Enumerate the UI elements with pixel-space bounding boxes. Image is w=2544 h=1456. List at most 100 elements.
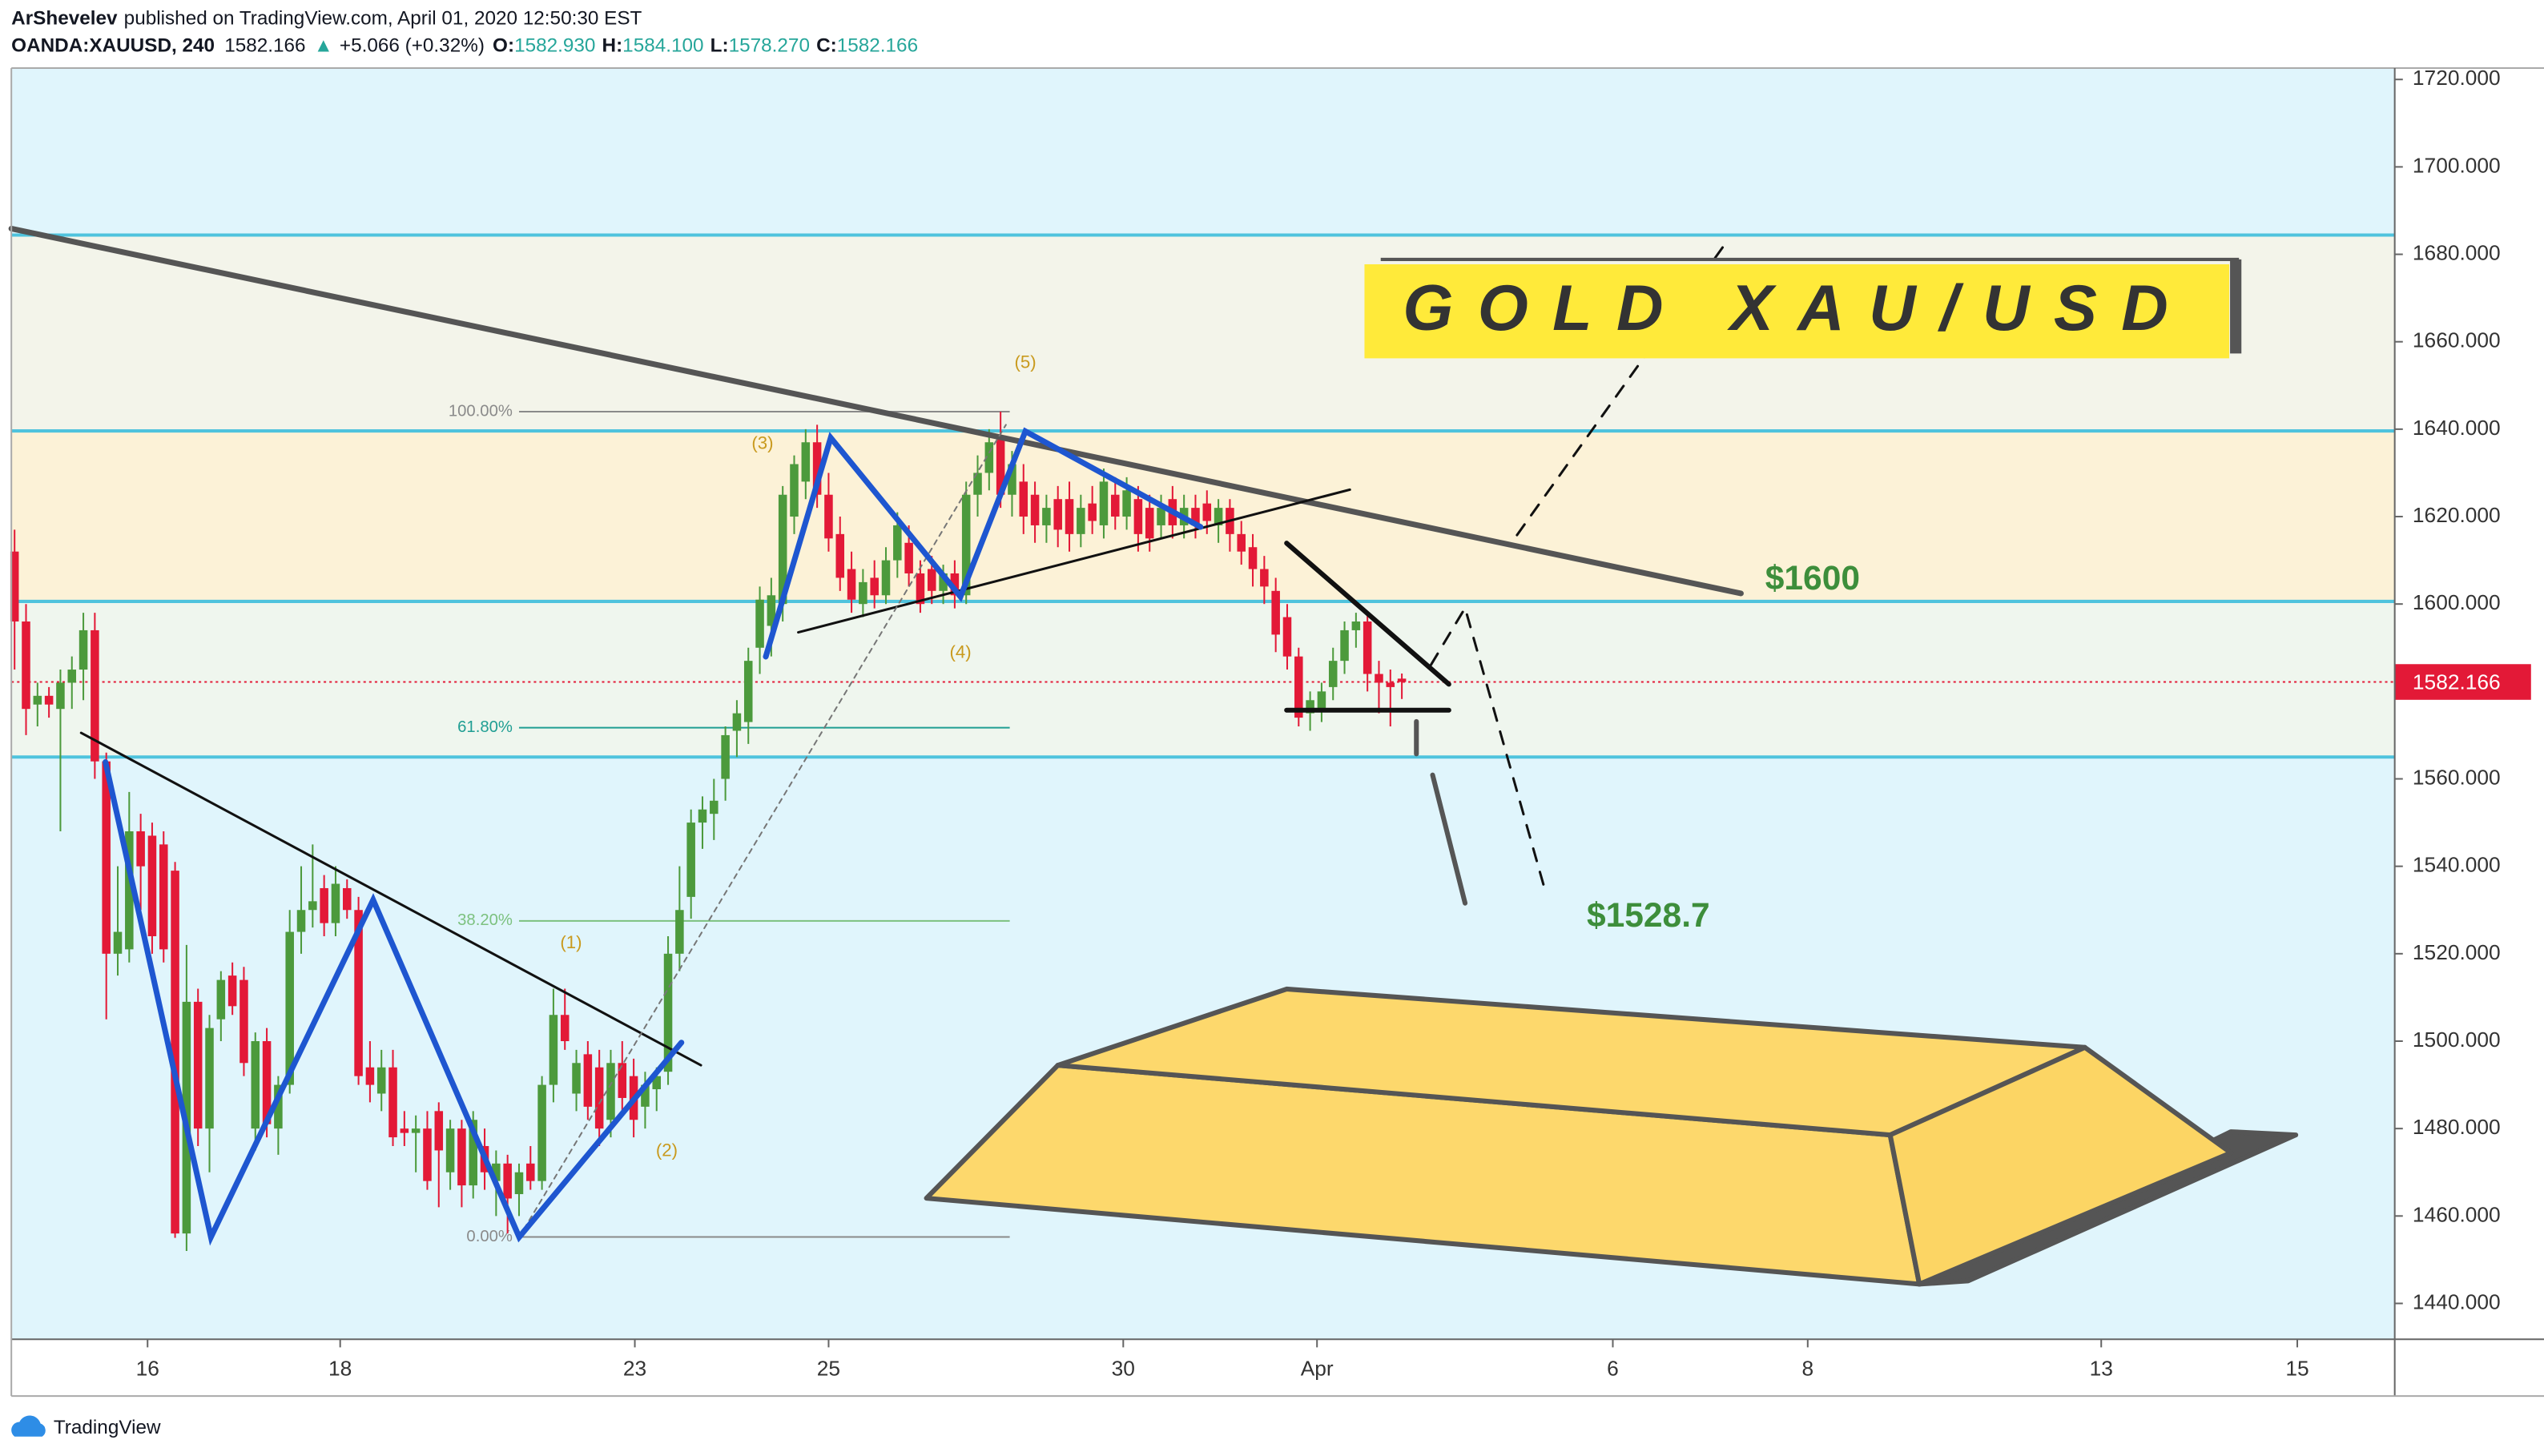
x-tick-label: 13	[2090, 1357, 2113, 1381]
candle-body	[1306, 700, 1314, 714]
footer-brand[interactable]: TradingView	[54, 1417, 161, 1438]
chart-title: GOLD XAU/USD	[1403, 272, 2192, 344]
candle-body	[1294, 656, 1303, 718]
published: published on TradingView.com, April 01, …	[124, 8, 642, 30]
x-tick-label: 18	[328, 1357, 352, 1381]
candle-body	[1317, 691, 1326, 710]
candle-body	[859, 581, 867, 605]
candle-body	[812, 442, 822, 495]
candle-body	[996, 437, 1005, 495]
candle-body	[1363, 621, 1372, 674]
change: +5.066 (+0.32%)	[340, 35, 485, 57]
ohlc-value: 1584.100	[622, 35, 703, 57]
candle-body	[1260, 569, 1269, 587]
candle-body	[376, 1067, 386, 1094]
candle-body	[400, 1128, 409, 1133]
candle-body	[950, 573, 960, 596]
y-tick-label: 1440.000	[2413, 1289, 2501, 1313]
candle-body	[904, 542, 913, 573]
candle-body	[1397, 678, 1407, 682]
candle-body	[102, 761, 111, 954]
wave-label: (5)	[1015, 352, 1037, 372]
candle-body	[193, 1001, 203, 1129]
candle-body	[583, 1054, 593, 1107]
candle-body	[354, 910, 363, 1076]
fib-label: 100.00%	[449, 402, 513, 420]
y-tick-label: 1640.000	[2413, 416, 2501, 440]
candle-body	[767, 595, 776, 626]
candle-body	[1191, 508, 1200, 525]
candle-body	[618, 1063, 627, 1098]
candle-body	[492, 1163, 501, 1181]
header-line: ArShevelev published on TradingView.com, …	[11, 8, 642, 30]
candle-body	[710, 800, 719, 814]
fib-label: 38.20%	[457, 911, 513, 929]
candle-body	[331, 883, 340, 923]
trend-line	[797, 488, 1351, 634]
candle-body	[1065, 499, 1074, 534]
candle-body	[434, 1111, 444, 1151]
drawings	[8, 225, 1744, 1246]
candle-body	[1053, 499, 1062, 530]
candle-body	[1282, 617, 1292, 657]
y-tick-label: 1560.000	[2413, 765, 2501, 789]
candle-body	[227, 975, 237, 1007]
candle-body	[113, 931, 123, 954]
x-tick-label: 23	[623, 1357, 646, 1381]
candle-body	[939, 573, 948, 591]
candle-body	[732, 713, 742, 731]
candle-body	[1019, 481, 1028, 517]
x-tick-label: Apr	[1301, 1357, 1334, 1381]
candle-body	[78, 629, 88, 670]
ohlc-label: L:	[710, 35, 729, 57]
ohlc-value: 1578.270	[729, 35, 810, 57]
candle-body	[445, 1128, 455, 1172]
candle-body	[1157, 508, 1165, 525]
candle-body	[721, 734, 730, 779]
candle-body	[1145, 508, 1154, 539]
candle-body	[847, 569, 856, 600]
candle-body	[285, 931, 294, 1085]
candle-body	[1077, 508, 1085, 534]
candle-body	[1214, 508, 1223, 525]
x-tick-label: 6	[1607, 1357, 1619, 1381]
zone-band	[11, 601, 2395, 758]
triangle-line	[1284, 541, 1451, 687]
candle-body	[1088, 503, 1097, 521]
candle-body	[251, 1040, 260, 1129]
annotations: (1) (2) (3) (4) (5)	[560, 352, 1036, 1160]
candle-body	[549, 1015, 558, 1085]
candle-body	[457, 1128, 466, 1186]
candle-body	[1030, 494, 1040, 525]
fib-diagonal	[518, 424, 1007, 1238]
title-box: GOLD XAU/USD	[1364, 257, 2242, 359]
candle-body	[1099, 481, 1109, 525]
footer: TradingView	[11, 1415, 161, 1438]
candle-body	[916, 573, 925, 605]
candle-body	[171, 871, 179, 1234]
y-tick-label: 1680.000	[2413, 241, 2501, 265]
ohlc-label: C:	[816, 35, 837, 57]
candle-body	[262, 1040, 272, 1124]
candle-body	[675, 910, 684, 954]
y-tick-label: 1480.000	[2413, 1115, 2501, 1139]
candle-body	[801, 442, 811, 482]
candle-body	[1042, 508, 1051, 525]
wave-label: (4)	[949, 642, 971, 662]
ohlc-value: 1582.166	[837, 35, 918, 57]
candle-body	[1328, 661, 1338, 687]
candle-body	[22, 621, 30, 710]
y-tick-label: 1700.000	[2413, 153, 2501, 177]
title-box-fill	[1364, 263, 2230, 359]
candle-body	[663, 953, 673, 1072]
ohlc-label: H:	[602, 35, 623, 57]
x-tick-label: 8	[1801, 1357, 1813, 1381]
candle-body	[572, 1063, 581, 1094]
candle-body	[343, 887, 352, 911]
gold-bar	[924, 986, 2299, 1287]
logo[interactable]	[11, 1415, 46, 1437]
y-tick-label: 1500.000	[2413, 1028, 2501, 1052]
last-price-label: 1582.166	[2413, 670, 2501, 694]
y-tick-label: 1520.000	[2413, 940, 2501, 964]
